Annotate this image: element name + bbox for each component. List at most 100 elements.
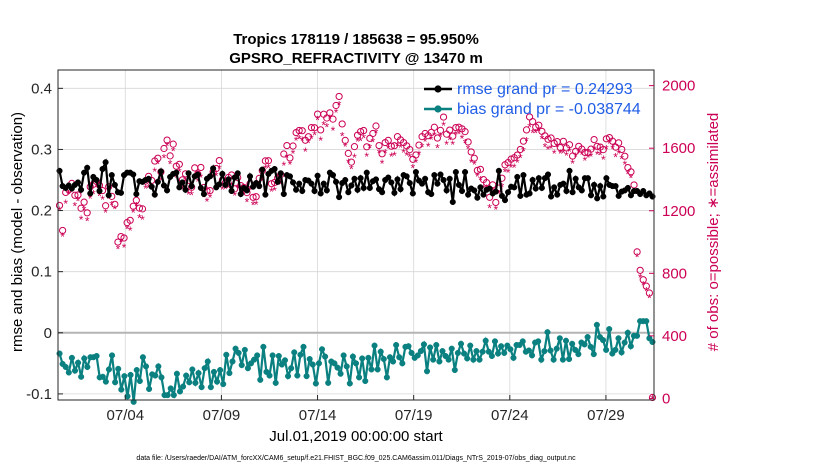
bias-point <box>99 373 106 380</box>
rmse-point <box>394 176 401 183</box>
assimilated-obs-marker: * <box>94 180 99 194</box>
rmse-point <box>363 169 370 176</box>
rmse-point <box>188 183 195 190</box>
assimilated-obs-marker: * <box>318 134 323 148</box>
rmse-point <box>419 180 426 187</box>
assimilated-obs-marker: * <box>226 181 231 195</box>
possible-obs-marker <box>482 179 491 187</box>
possible-obs-marker <box>492 198 500 207</box>
assimilated-obs-marker: * <box>457 128 462 142</box>
bias-point <box>84 363 91 371</box>
assimilated-obs-marker: * <box>478 173 483 187</box>
rmse-point <box>348 182 355 189</box>
bias-point <box>337 370 344 377</box>
rmse-point <box>449 198 456 206</box>
assimilated-obs-marker: * <box>500 181 505 195</box>
rmse-point <box>597 183 604 190</box>
bias-point <box>584 334 591 341</box>
possible-obs-marker <box>406 146 414 154</box>
possible-obs-marker <box>329 115 337 123</box>
rmse-point <box>87 190 94 197</box>
rmse-point <box>237 191 244 198</box>
assimilated-obs-marker: * <box>635 250 640 264</box>
assimilated-obs-marker: * <box>392 149 397 163</box>
assimilated-obs-marker: * <box>450 138 455 152</box>
rmse-point <box>185 170 192 177</box>
assimilated-obs-marker: * <box>186 188 191 202</box>
rmse-point <box>477 184 484 191</box>
assimilated-obs-marker: * <box>595 148 600 162</box>
bias-point <box>590 351 597 358</box>
rmse-point <box>105 192 112 199</box>
bias-point <box>562 337 570 344</box>
rmse-point <box>514 173 521 180</box>
assimilated-obs-marker: * <box>444 138 449 152</box>
assimilated-obs-marker: * <box>598 148 603 162</box>
assimilated-obs-marker: * <box>604 142 609 156</box>
bias-point <box>606 326 613 333</box>
rmse-point <box>277 170 284 177</box>
assimilated-obs-marker: * <box>361 131 366 145</box>
possible-obs-marker <box>590 135 598 144</box>
assimilated-obs-marker: * <box>549 142 554 156</box>
rmse-point <box>474 194 481 201</box>
assimilated-obs-marker: * <box>374 126 379 140</box>
rmse-point <box>529 176 536 184</box>
rmse-point <box>84 164 91 171</box>
assimilated-obs-marker: * <box>570 157 575 171</box>
bias-point <box>393 341 400 349</box>
assimilated-obs-marker: * <box>543 141 548 155</box>
possible-obs-marker <box>160 144 168 153</box>
possible-obs-marker <box>639 276 647 284</box>
rmse-point <box>397 186 404 193</box>
bias-point <box>81 355 88 362</box>
assimilated-obs-marker: * <box>288 158 293 172</box>
rmse-point <box>544 171 552 178</box>
rmse-point <box>311 187 318 195</box>
possible-obs-marker <box>252 193 260 201</box>
bias-point <box>566 356 573 363</box>
bias-point <box>627 343 634 350</box>
bias-point <box>473 348 480 355</box>
possible-obs-marker <box>436 126 445 134</box>
bias-point <box>451 367 458 374</box>
bias-point <box>510 354 517 361</box>
bias-point <box>251 356 258 363</box>
rmse-point <box>323 187 330 194</box>
bias-point <box>207 384 214 391</box>
bias-point <box>488 352 495 360</box>
bias-point <box>309 361 316 368</box>
assimilated-obs-marker: * <box>441 119 446 133</box>
bias-point <box>349 353 356 360</box>
assimilated-obs-marker: * <box>380 157 385 171</box>
assimilated-obs-marker: * <box>245 195 250 209</box>
possible-obs-marker <box>369 129 377 138</box>
possible-obs-marker <box>642 282 650 290</box>
bias-point <box>581 341 588 348</box>
assimilated-obs-marker: * <box>460 132 465 146</box>
assimilated-obs-marker: * <box>79 213 84 227</box>
possible-obs-marker <box>378 150 386 158</box>
rmse-point <box>627 192 635 199</box>
possible-obs-marker <box>77 204 85 212</box>
assimilated-obs-marker: * <box>112 203 117 217</box>
bias-point <box>467 342 474 349</box>
bias-point <box>121 373 128 380</box>
rmse-point <box>293 186 300 193</box>
assimilated-obs-marker: * <box>583 154 588 168</box>
bias-point <box>414 352 421 359</box>
assimilated-obs-marker: * <box>527 120 532 134</box>
possible-obs-marker <box>621 152 629 160</box>
assimilated-obs-marker: * <box>432 129 437 143</box>
assimilated-obs-marker: * <box>328 112 333 126</box>
assimilated-obs-marker: * <box>263 162 268 176</box>
bias-point <box>479 348 486 355</box>
assimilated-obs-marker: * <box>337 99 342 113</box>
assimilated-obs-marker: * <box>622 158 627 172</box>
assimilated-obs-marker: * <box>497 187 502 201</box>
bias-point <box>158 374 165 381</box>
assimilated-obs-marker: * <box>579 148 584 162</box>
possible-obs-marker <box>390 142 399 150</box>
bias-point <box>272 379 279 386</box>
possible-obs-marker <box>120 234 128 242</box>
